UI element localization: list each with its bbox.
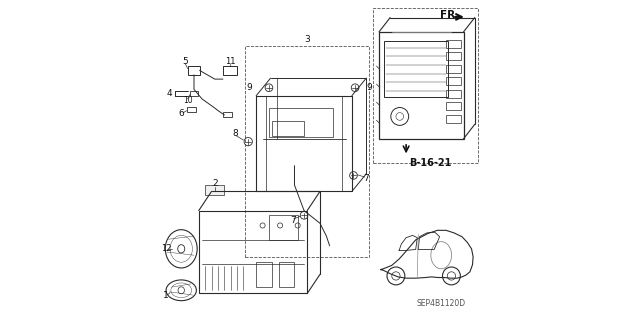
Bar xyxy=(278,262,294,287)
Bar xyxy=(446,102,461,110)
Text: FR.: FR. xyxy=(440,10,460,20)
Text: B-16-21: B-16-21 xyxy=(410,158,452,168)
Bar xyxy=(269,108,333,137)
Text: 2: 2 xyxy=(212,179,218,188)
Text: 8: 8 xyxy=(232,129,238,138)
Bar xyxy=(269,215,298,240)
Bar xyxy=(187,107,196,112)
Bar xyxy=(205,185,224,195)
Text: 5: 5 xyxy=(182,57,188,66)
Text: 4: 4 xyxy=(166,89,172,98)
Bar xyxy=(188,66,200,75)
Bar xyxy=(446,40,461,48)
Bar xyxy=(446,78,461,85)
Text: 7: 7 xyxy=(290,216,296,225)
Bar xyxy=(223,112,232,117)
Text: SEP4B1120D: SEP4B1120D xyxy=(417,299,466,308)
Text: 9: 9 xyxy=(246,83,252,92)
Text: 7: 7 xyxy=(364,174,369,183)
Text: 3: 3 xyxy=(305,35,310,44)
Bar xyxy=(384,41,447,97)
Bar xyxy=(446,65,461,73)
Bar xyxy=(446,52,461,60)
Text: 6: 6 xyxy=(179,109,184,118)
Bar xyxy=(190,91,198,96)
Bar xyxy=(199,211,307,293)
Bar xyxy=(272,121,304,136)
Bar xyxy=(223,66,237,75)
Bar xyxy=(379,32,463,139)
Text: 1: 1 xyxy=(163,291,169,300)
Bar xyxy=(446,115,461,123)
Bar xyxy=(256,262,272,287)
Text: 12: 12 xyxy=(161,244,172,253)
Text: 11: 11 xyxy=(225,57,236,66)
Text: 9: 9 xyxy=(367,83,372,92)
Bar xyxy=(446,90,461,98)
Text: 10: 10 xyxy=(183,96,193,105)
